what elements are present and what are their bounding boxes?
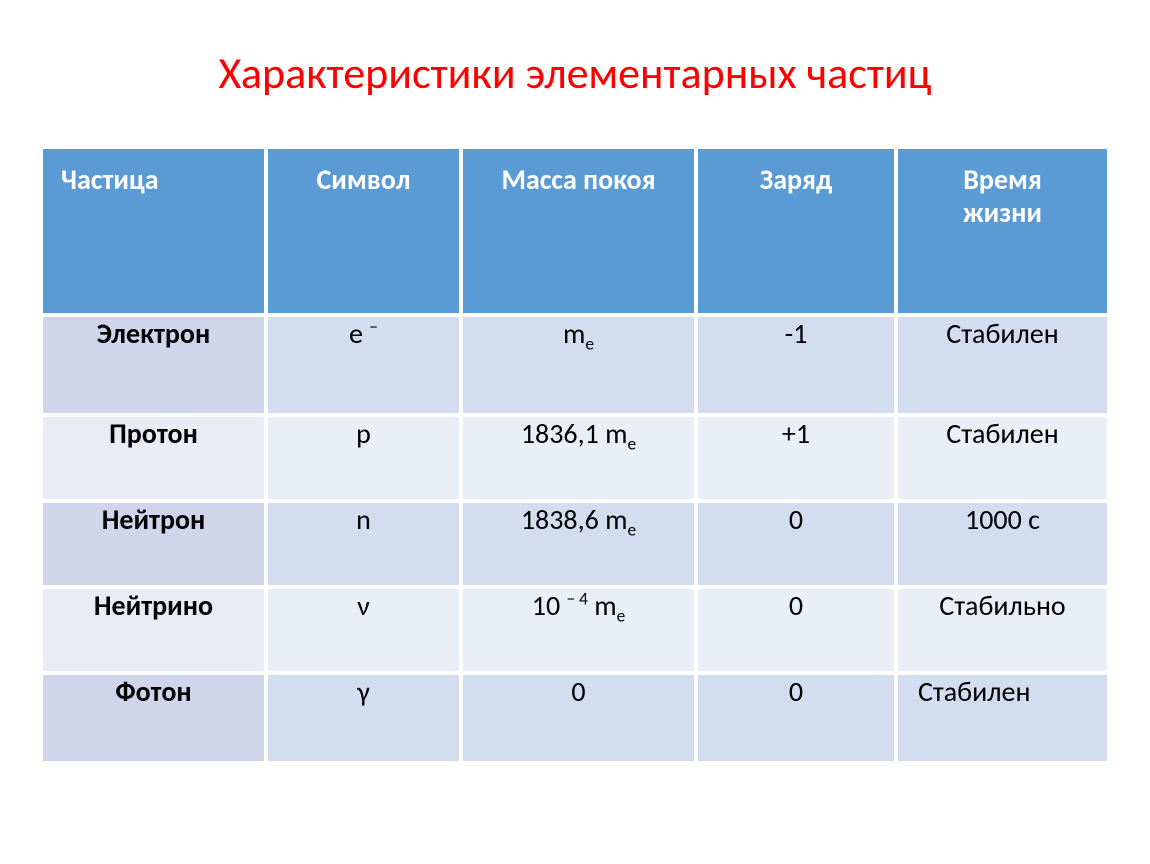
column-header: Символ: [266, 147, 461, 315]
particle-name: Нейтрон: [41, 501, 266, 587]
particle-mass: me: [461, 315, 696, 415]
particle-charge: +1: [696, 415, 896, 501]
particle-charge: -1: [696, 315, 896, 415]
particle-mass: 0: [461, 673, 696, 763]
particle-symbol: ν: [266, 587, 461, 673]
particle-symbol: p: [266, 415, 461, 501]
particle-name: Фотон: [41, 673, 266, 763]
particle-lifetime: Стабилен: [896, 415, 1109, 501]
particle-charge: 0: [696, 673, 896, 763]
particle-symbol: e −: [266, 315, 461, 415]
particle-charge: 0: [696, 587, 896, 673]
particle-symbol: n: [266, 501, 461, 587]
particle-lifetime: Стабилен: [896, 673, 1109, 763]
particle-lifetime: 1000 с: [896, 501, 1109, 587]
particle-symbol: γ: [266, 673, 461, 763]
column-header: Частица: [41, 147, 266, 315]
particles-table: ЧастицаСимволМасса покояЗарядВремяжизни Э…: [41, 147, 1109, 763]
particle-charge: 0: [696, 501, 896, 587]
particle-name: Электрон: [41, 315, 266, 415]
particle-mass: 1838,6 me: [461, 501, 696, 587]
particle-lifetime: Стабильно: [896, 587, 1109, 673]
column-header: Времяжизни: [896, 147, 1109, 315]
particle-lifetime: Стабилен: [896, 315, 1109, 415]
column-header: Заряд: [696, 147, 896, 315]
column-header: Масса покоя: [461, 147, 696, 315]
particle-name: Протон: [41, 415, 266, 501]
slide-title: Характеристики элементарных частиц: [0, 48, 1150, 99]
particle-name: Нейтрино: [41, 587, 266, 673]
particle-mass: 1836,1 me: [461, 415, 696, 501]
particle-mass: 10 − 4 me: [461, 587, 696, 673]
